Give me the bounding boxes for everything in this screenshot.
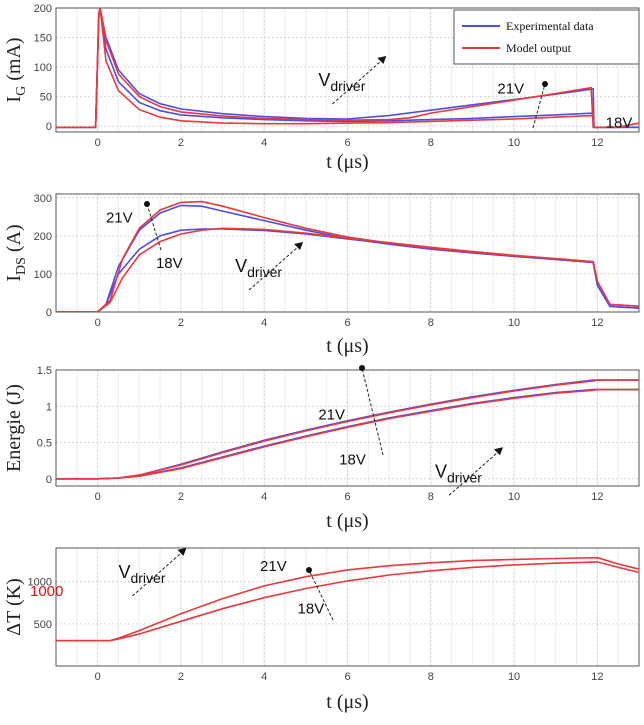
x-tick-label: 8 <box>428 317 434 329</box>
voltage-annotation-21v: 21V <box>106 210 133 227</box>
vdriver-arrow <box>248 245 300 291</box>
plot-frame <box>55 547 640 667</box>
voltage-arrow <box>146 203 162 251</box>
voltage-annotation-18v: 18V <box>156 255 183 272</box>
legend-box <box>453 9 640 65</box>
vdriver-arrowhead <box>294 242 304 251</box>
x-tick-label: 6 <box>344 671 350 683</box>
x-tick-label: 4 <box>261 671 267 683</box>
y-tick-label: 0 <box>46 474 52 486</box>
x-axis-label: t (μs) <box>326 151 368 173</box>
x-tick-label: 6 <box>344 491 350 503</box>
voltage-annotation-18v: 18V <box>339 451 366 468</box>
x-tick-label: 4 <box>261 491 267 503</box>
voltage-arrowhead <box>359 365 365 371</box>
voltage-arrow <box>308 569 334 621</box>
y-tick-label: 1.5 <box>37 365 52 377</box>
y-axis-label: IG (mA) <box>3 37 29 102</box>
plot-frame <box>55 369 640 487</box>
y-tick-label: 1000 <box>28 577 52 589</box>
x-tick-label: 0 <box>95 137 101 149</box>
y-axis-label: IDS (A) <box>3 224 29 281</box>
legend: Experimental data Model output <box>453 9 640 65</box>
y-tick-label: 150 <box>34 33 52 45</box>
y-tick-label: 1 <box>46 401 52 413</box>
y-tick-label: 0 <box>46 307 52 319</box>
vdriver-arrowhead <box>493 447 503 456</box>
x-tick-label: 2 <box>178 671 184 683</box>
y-tick-label: 0.5 <box>37 438 52 450</box>
x-tick-label: 12 <box>591 671 603 683</box>
x-tick-label: 12 <box>591 137 603 149</box>
x-tick-label: 4 <box>261 317 267 329</box>
voltage-annotation-21v: 21V <box>260 558 287 575</box>
plot-frame <box>55 193 640 313</box>
y-axis-label: ΔT (K) <box>3 578 25 635</box>
x-tick-label: 2 <box>178 317 184 329</box>
voltage-arrowhead <box>144 201 150 207</box>
x-axis-label: t (μs) <box>326 691 368 713</box>
x-tick-label: 2 <box>178 137 184 149</box>
x-tick-label: 10 <box>508 671 520 683</box>
vdriver-arrow <box>132 551 183 597</box>
voltage-annotation-18v: 18V <box>298 600 325 617</box>
y-tick-label: 200 <box>34 3 52 15</box>
voltage-arrowhead <box>306 567 312 573</box>
x-tick-label: 12 <box>591 317 603 329</box>
model-output-line <box>56 8 639 129</box>
voltage-arrow <box>532 83 546 129</box>
vdriver-arrowhead <box>177 547 187 556</box>
x-axis-label: t (μs) <box>326 510 368 532</box>
y-axis-label: Energie (J) <box>3 384 25 472</box>
plot-frame <box>55 7 640 133</box>
x-tick-label: 12 <box>591 491 603 503</box>
y-tick-label: 500 <box>34 619 52 631</box>
x-tick-label: 10 <box>508 491 520 503</box>
voltage-annotation-21v: 21V <box>318 406 345 423</box>
x-tick-label: 4 <box>261 137 267 149</box>
y-tick-label: 50 <box>40 92 52 104</box>
model-output-line <box>56 227 639 312</box>
y-tick-label: 200 <box>34 231 52 243</box>
vdriver-arrow <box>332 59 383 105</box>
y-tick-label: 300 <box>34 193 52 205</box>
x-tick-label: 0 <box>95 491 101 503</box>
x-axis-label: t (μs) <box>326 335 368 357</box>
x-tick-label: 0 <box>95 317 101 329</box>
x-tick-label: 8 <box>428 137 434 149</box>
overlay-1000-label: 1000 <box>30 583 63 600</box>
voltage-annotation-18v: 18V <box>606 114 633 131</box>
model-output-line <box>56 561 639 642</box>
y-tick-label: 100 <box>34 269 52 281</box>
vdriver-arrowhead <box>377 55 387 64</box>
voltage-annotation-21v: 21V <box>497 81 524 98</box>
y-tick-label: 0 <box>46 121 52 133</box>
x-tick-label: 10 <box>508 137 520 149</box>
x-tick-label: 0 <box>95 671 101 683</box>
voltage-arrowhead <box>542 81 548 87</box>
x-tick-label: 8 <box>428 671 434 683</box>
vdriver-arrow <box>448 450 500 496</box>
y-tick-label: 100 <box>34 62 52 74</box>
x-tick-label: 6 <box>344 317 350 329</box>
x-tick-label: 10 <box>508 317 520 329</box>
legend-label-experimental: Experimental data <box>506 19 594 33</box>
legend-label-model: Model output <box>506 41 572 55</box>
x-tick-label: 8 <box>428 491 434 503</box>
x-tick-label: 6 <box>344 137 350 149</box>
model-output-line <box>56 388 639 480</box>
x-tick-label: 2 <box>178 491 184 503</box>
model-output-line <box>56 8 639 129</box>
